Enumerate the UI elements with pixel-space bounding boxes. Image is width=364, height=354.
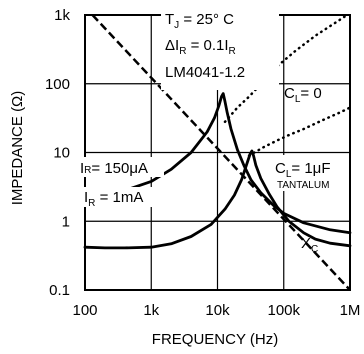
y-tick-label: 100 bbox=[45, 76, 70, 93]
ir150-box bbox=[78, 157, 164, 177]
tj-label: TJ = 25° C bbox=[165, 11, 234, 31]
x-tick-label: 10k bbox=[205, 302, 230, 319]
y-tick-label: 0.1 bbox=[49, 282, 70, 299]
series-line-5 bbox=[247, 106, 352, 157]
x-tick-label: 100k bbox=[267, 302, 300, 319]
ir-150ua-label: IR= 150μA bbox=[80, 160, 148, 177]
y-tick-label: 1 bbox=[62, 213, 70, 230]
y-tick-label: 10 bbox=[53, 145, 70, 162]
x-tick-label: 1M bbox=[340, 302, 361, 319]
cl-1uf-label: CL= 1μF bbox=[275, 160, 330, 180]
y-axis-title: IMPEDANCE (Ω) bbox=[9, 91, 26, 206]
cl-zero-label: CL= 0 bbox=[284, 85, 322, 105]
x-tick-label: 1k bbox=[143, 302, 159, 319]
series-line-3 bbox=[91, 14, 351, 291]
series-line-2 bbox=[83, 149, 352, 250]
ir1ma-box bbox=[80, 187, 160, 207]
delta-ir-label: ΔIR = 0.1IR bbox=[165, 37, 236, 57]
xc-label: XC bbox=[301, 235, 318, 255]
x-axis-title: FREQUENCY (Hz) bbox=[152, 331, 278, 348]
tantalum-label: TANTALUM bbox=[277, 180, 329, 191]
y-tick-label: 1k bbox=[54, 7, 70, 24]
part-number-label: LM4041-1.2 bbox=[165, 64, 245, 81]
cl1-box bbox=[273, 155, 349, 191]
ir-1ma-label: IR = 1mA bbox=[84, 189, 143, 209]
x-tick-label: 100 bbox=[72, 302, 97, 319]
condition-box bbox=[161, 8, 279, 90]
tick-labels: 100 1k 10k 100k 1M 0.1 1 10 100 1k bbox=[45, 7, 360, 319]
